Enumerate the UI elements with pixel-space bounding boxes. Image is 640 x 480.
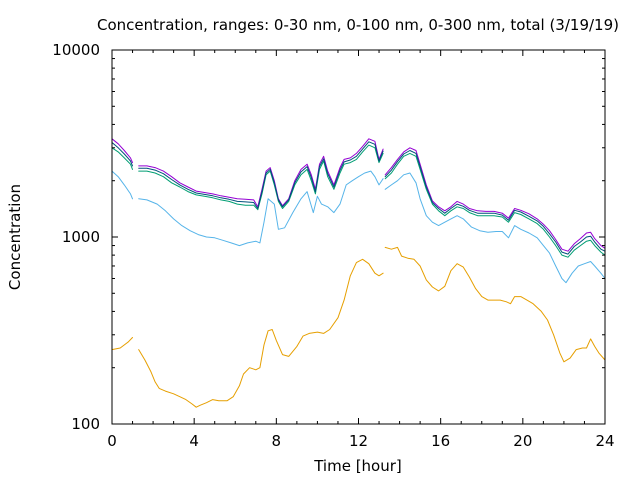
plot-frame xyxy=(111,49,606,425)
y-tick-labels: 100 1000 10000 xyxy=(52,41,100,433)
x-tick-labels: 0 4 8 12 16 20 24 xyxy=(107,432,614,450)
y-axis-title: Concentration xyxy=(6,184,24,290)
x-tick-label-4: 16 xyxy=(431,432,450,450)
x-axis-title: Time [hour] xyxy=(313,457,402,475)
x-tick-label-1: 4 xyxy=(189,432,199,450)
ticks-layer xyxy=(111,49,606,425)
series-2-line-segment-2 xyxy=(384,152,606,258)
series-4-line-segment-2 xyxy=(384,150,606,255)
x-tick-label-2: 8 xyxy=(272,432,282,450)
y-tick-label-2: 10000 xyxy=(52,41,100,59)
series-4-line-segment-0 xyxy=(111,142,133,167)
series-2-line-segment-0 xyxy=(111,147,133,170)
series-2-line-segment-1 xyxy=(138,144,384,211)
series-1-line-segment-0 xyxy=(111,170,133,200)
series-1-line-segment-2 xyxy=(384,172,606,284)
series-1-line-segment-1 xyxy=(138,170,384,247)
series-3-line-segment-0 xyxy=(111,138,133,164)
series-3-line-segment-2 xyxy=(384,147,606,252)
x-tick-label-3: 12 xyxy=(349,432,368,450)
x-tick-label-0: 0 xyxy=(107,432,117,450)
series-0-line-segment-2 xyxy=(384,246,606,363)
series-0-line-segment-1 xyxy=(138,258,384,408)
x-tick-label-5: 20 xyxy=(513,432,532,450)
series-4-line-segment-1 xyxy=(138,141,384,209)
y-tick-label-0: 100 xyxy=(71,415,100,433)
x-tick-label-6: 24 xyxy=(595,432,614,450)
series-layer xyxy=(111,138,606,408)
y-tick-label-1: 1000 xyxy=(62,228,100,246)
series-0-line-segment-0 xyxy=(111,337,133,351)
chart-title: Concentration, ranges: 0-30 nm, 0-100 nm… xyxy=(97,16,619,34)
